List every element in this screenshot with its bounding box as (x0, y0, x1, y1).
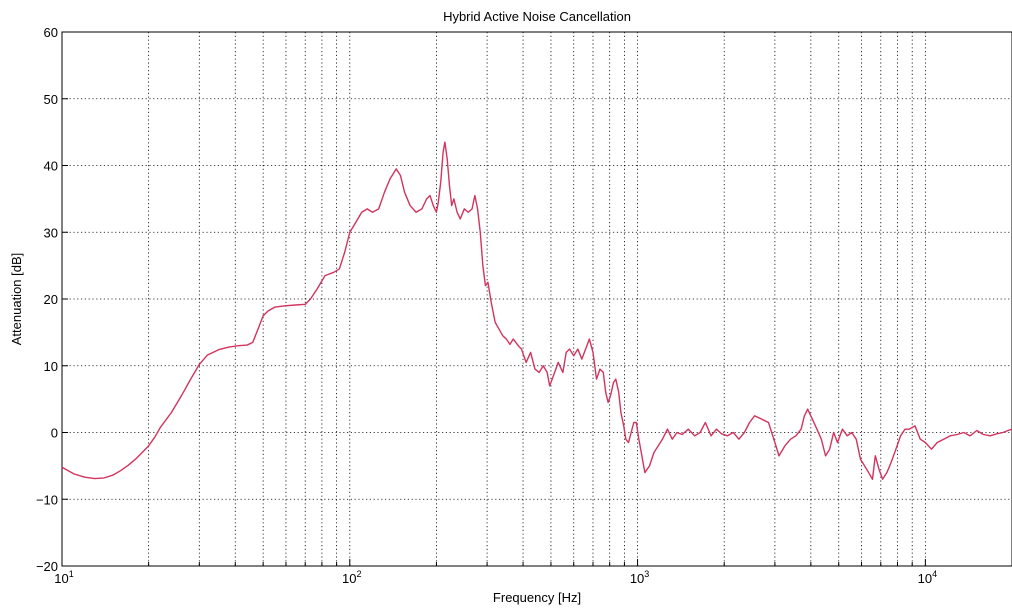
y-tick-label: −20 (36, 559, 58, 574)
series-group (61, 141, 1012, 480)
y-tick-label: 30 (44, 225, 58, 240)
x-tick-label: 103 (630, 569, 649, 586)
attenuation-line (61, 141, 1012, 480)
axes: −20 −10 0 10 20 30 40 50 60 101 102 103 104 (36, 25, 1012, 586)
x-tick-label: 102 (342, 569, 361, 586)
chart-title: Hybrid Active Noise Cancellation (443, 9, 631, 24)
y-tick-label: −10 (36, 492, 58, 507)
x-tick-label: 104 (918, 569, 937, 586)
labels: Hybrid Active Noise Cancellation Frequen… (9, 9, 631, 605)
y-tick-label: 20 (44, 292, 58, 307)
grid (62, 32, 1012, 566)
y-tick-label: 40 (44, 159, 58, 174)
y-tick-label: 0 (51, 426, 58, 441)
y-tick-label: 10 (44, 359, 58, 374)
x-axis-label: Frequency [Hz] (493, 590, 581, 605)
x-tick-label: 101 (54, 569, 73, 586)
y-tick-label: 50 (44, 92, 58, 107)
y-axis-label: Attenuation [dB] (9, 253, 24, 346)
y-tick-label: 60 (44, 25, 58, 40)
